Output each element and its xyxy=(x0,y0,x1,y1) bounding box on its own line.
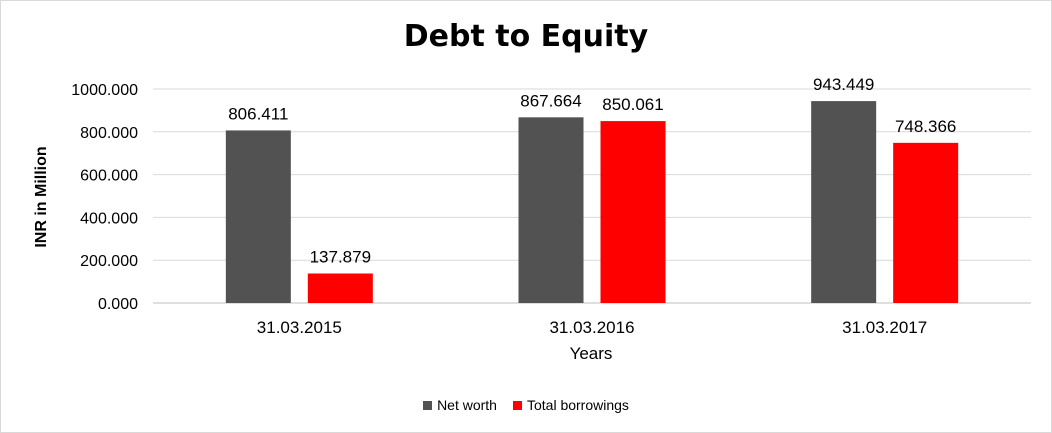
y-tick-label: 400.000 xyxy=(80,210,138,227)
legend-item-total-borrowings: Total borrowings xyxy=(512,397,629,413)
legend: Net worth Total borrowings xyxy=(1,397,1051,413)
data-label-total-borrowings: 137.879 xyxy=(310,247,371,266)
legend-label-total-borrowings: Total borrowings xyxy=(526,397,629,413)
legend-swatch-net-worth xyxy=(423,400,433,410)
y-tick-label: 600.000 xyxy=(80,168,138,185)
y-tick-label: 800.000 xyxy=(80,125,138,142)
x-tick-label: 31.03.2017 xyxy=(842,318,927,337)
bar-total-borrowings xyxy=(600,121,666,303)
bar-net-worth xyxy=(811,101,877,303)
data-label-total-borrowings: 850.061 xyxy=(602,95,663,114)
x-axis-label: Years xyxy=(569,344,613,363)
data-label-net-worth: 806.411 xyxy=(228,104,288,123)
y-tick-label: 1000.000 xyxy=(71,82,138,99)
data-label-total-borrowings: 748.366 xyxy=(895,117,956,136)
data-label-net-worth: 867.664 xyxy=(520,91,581,110)
bar-net-worth xyxy=(518,117,584,303)
legend-item-net-worth: Net worth xyxy=(423,397,497,413)
chart-title: Debt to Equity xyxy=(403,19,649,54)
data-label-net-worth: 943.449 xyxy=(813,75,874,94)
x-tick-label: 31.03.2016 xyxy=(549,318,634,337)
legend-label-net-worth: Net worth xyxy=(437,397,497,413)
legend-swatch-total-borrowings xyxy=(512,400,522,410)
bar-total-borrowings xyxy=(307,273,373,303)
bar-total-borrowings xyxy=(893,142,959,303)
bar-net-worth xyxy=(225,130,291,303)
y-tick-label: 0.000 xyxy=(98,296,138,313)
x-tick-label: 31.03.2015 xyxy=(257,318,342,337)
y-tick-label: 200.000 xyxy=(80,253,138,270)
